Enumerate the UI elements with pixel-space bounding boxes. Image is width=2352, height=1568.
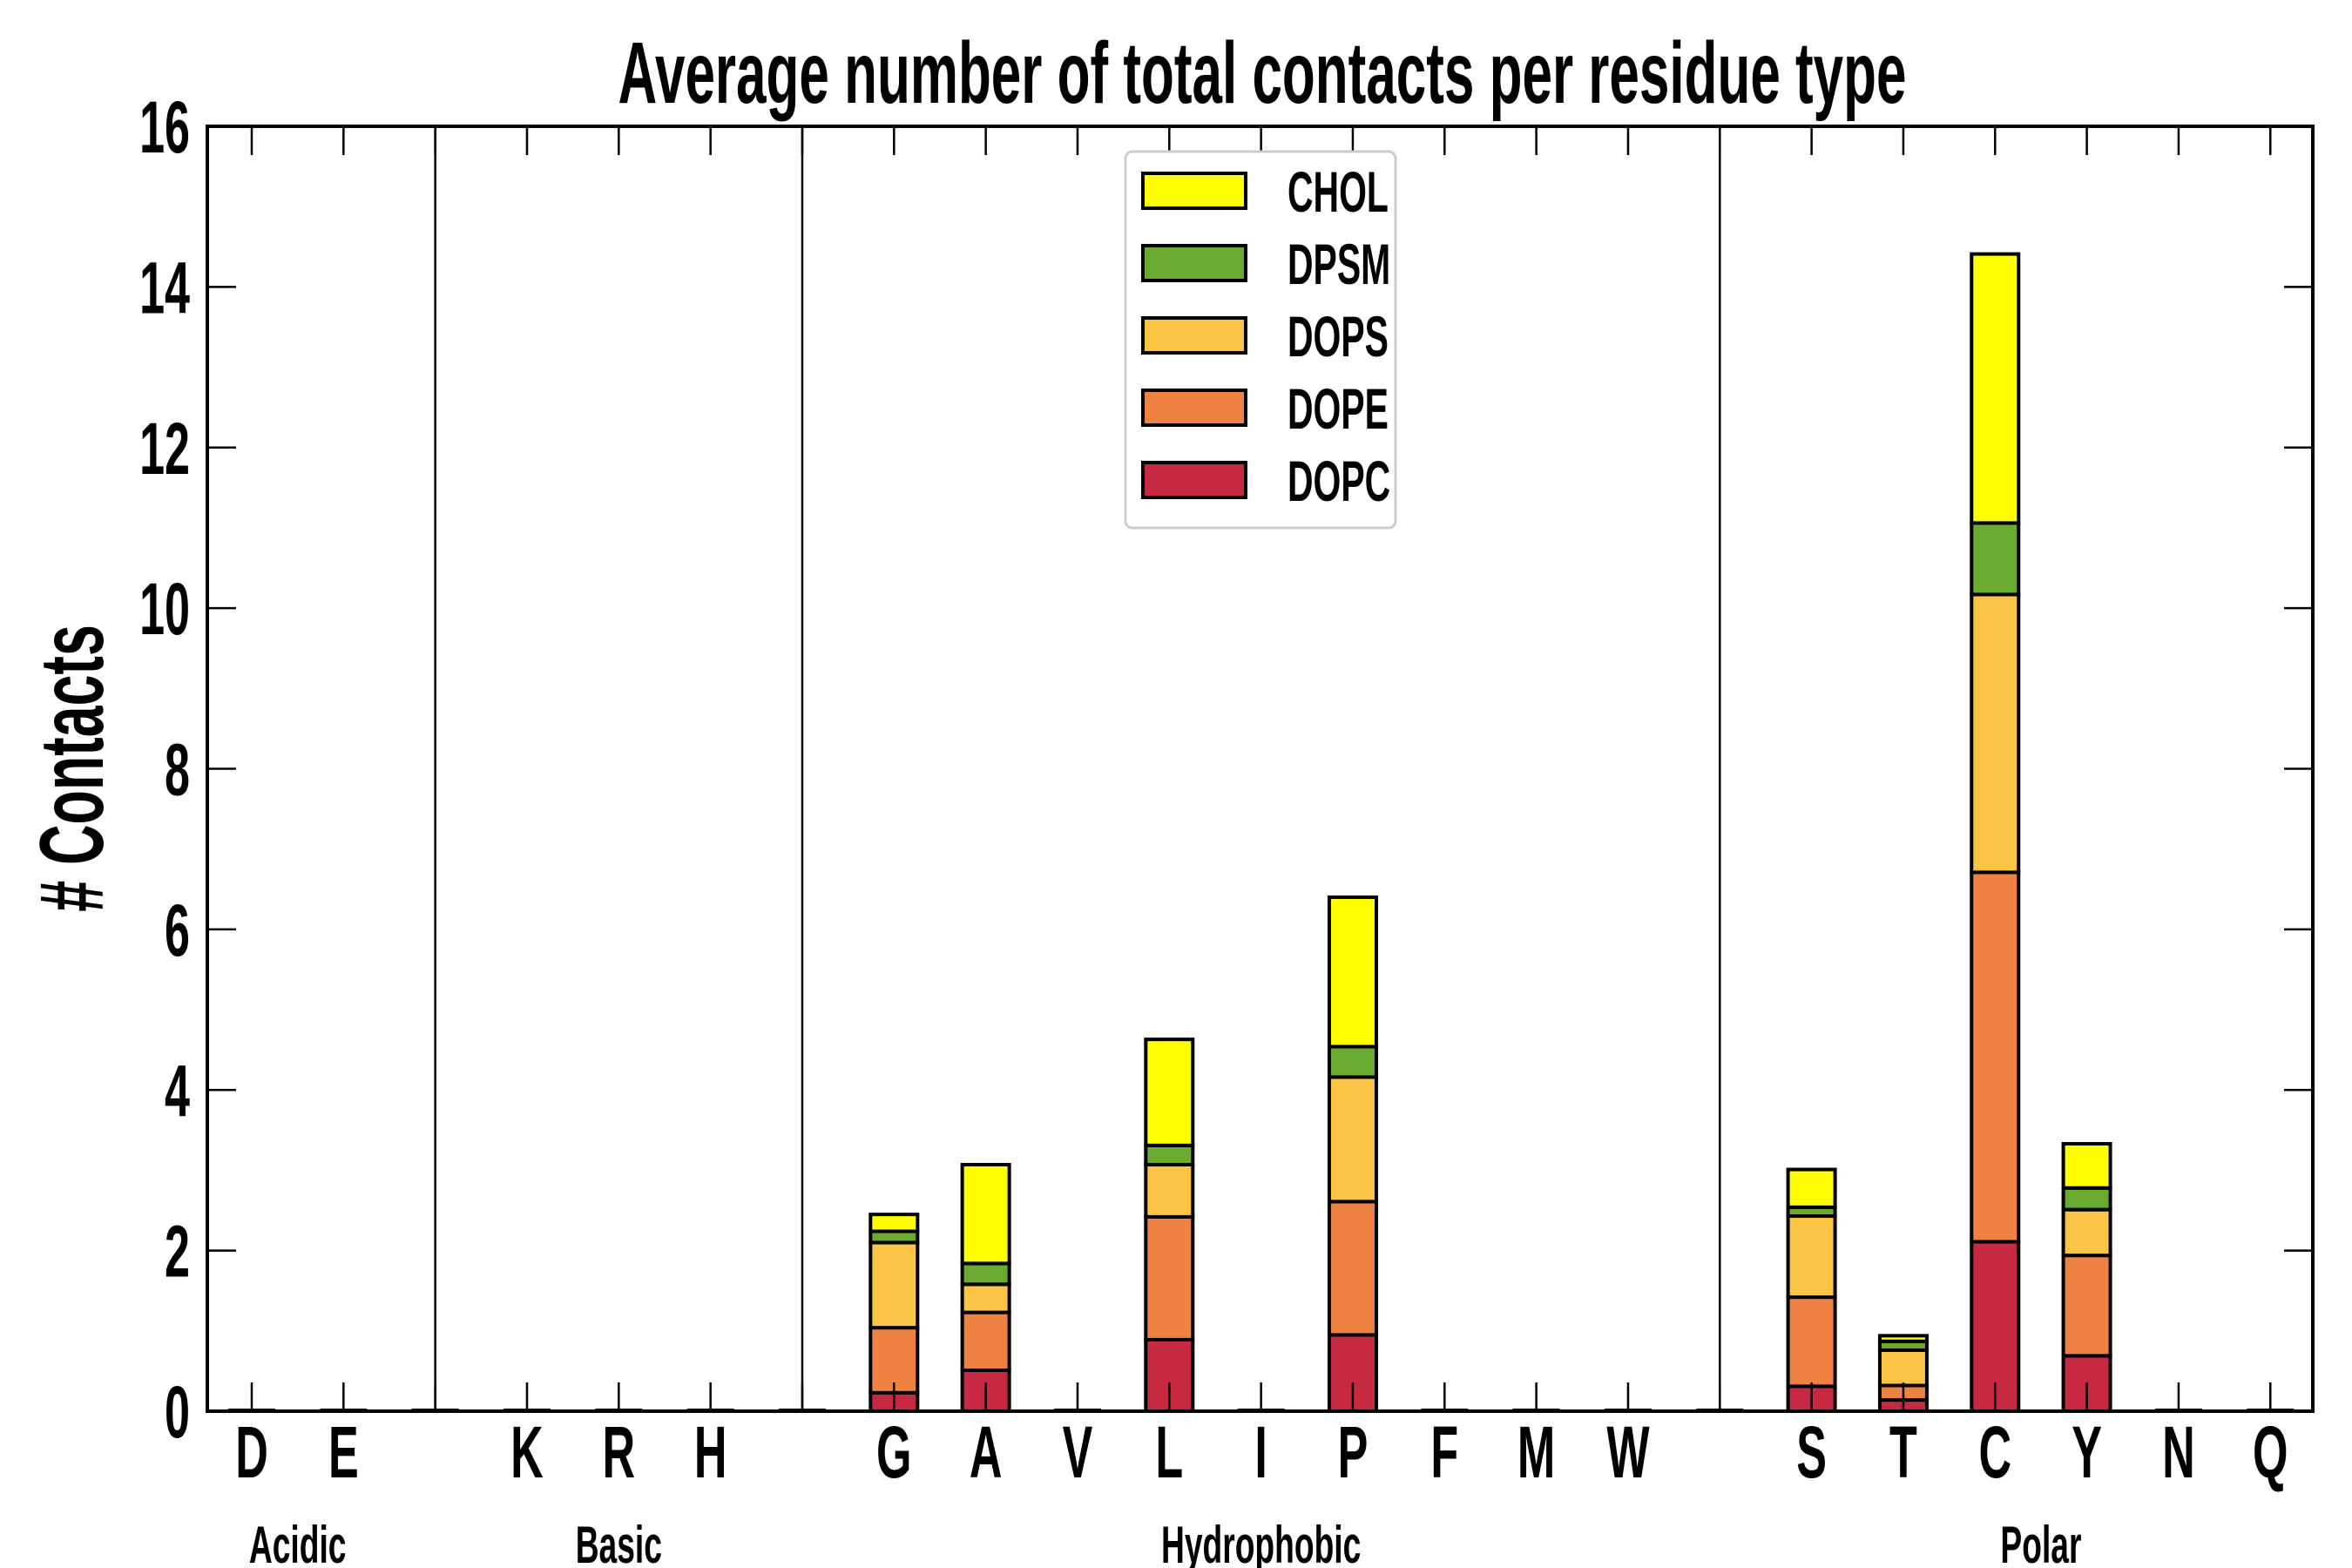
legend: CHOL DPSM DOPS DOPE DOPC xyxy=(1124,150,1397,530)
x-tick-label: D xyxy=(235,1411,268,1493)
bar-segment-chol xyxy=(1970,252,2021,525)
y-axis-label: # Contacts xyxy=(22,625,122,912)
bar-segment-dops xyxy=(1970,592,2021,875)
bar-segment-dops xyxy=(868,1240,920,1330)
bar-segment-chol xyxy=(960,1162,1011,1266)
legend-label-dpsm: DPSM xyxy=(1288,232,1390,297)
bar-segment-dope xyxy=(1327,1200,1378,1337)
x-tick-label: A xyxy=(970,1411,1003,1493)
group-label: Polar xyxy=(2000,1516,2081,1568)
y-tick-label: 14 xyxy=(139,247,190,329)
x-tick-label: W xyxy=(1606,1411,1649,1493)
x-tick-label: T xyxy=(1889,1411,1917,1493)
x-tick-label: M xyxy=(1517,1411,1555,1493)
y-tick-label: 8 xyxy=(165,729,190,811)
legend-label-dope: DOPE xyxy=(1288,376,1389,442)
bar-segment-chol xyxy=(868,1213,920,1233)
x-tick-label: C xyxy=(1978,1411,2011,1493)
bar-segment-dops xyxy=(960,1282,1011,1315)
bar-segment-chol xyxy=(1877,1334,1929,1343)
bar-segment-dops xyxy=(1786,1213,1837,1300)
x-tick-label: S xyxy=(1796,1411,1827,1493)
bar-segment-dope xyxy=(2061,1254,2112,1358)
x-tick-label: N xyxy=(2162,1411,2195,1493)
x-tick-label: G xyxy=(876,1411,912,1493)
legend-label-dopc: DOPC xyxy=(1288,449,1390,514)
legend-swatch-dopc xyxy=(1141,461,1247,499)
legend-swatch-chol xyxy=(1141,172,1247,210)
bar-segment-dops xyxy=(1877,1348,1929,1388)
plot-area: D E K R H G A V L I P F M W S T C Y N Q 0 2 4 6 8 10 12 14 16 Acidic B… xyxy=(139,86,2315,1568)
bar-segment-dops xyxy=(1144,1162,1195,1219)
bar-segment-dope xyxy=(960,1310,1011,1372)
legend-label-dops: DOPS xyxy=(1288,304,1389,369)
bar-segment-dpsm xyxy=(1327,1044,1378,1079)
bar-segment-dops xyxy=(2061,1207,2112,1258)
group-label: Acidic xyxy=(249,1516,347,1568)
bar-segment-dope xyxy=(1970,870,2021,1244)
x-tick-label: Q xyxy=(2253,1411,2288,1493)
legend-swatch-dops xyxy=(1141,316,1247,355)
x-tick-label: E xyxy=(328,1411,359,1493)
x-tick-label: P xyxy=(1338,1411,1369,1493)
bar-segment-dpsm xyxy=(2061,1186,2112,1212)
bar-segment-chol xyxy=(1786,1167,1837,1209)
x-tick-label: Y xyxy=(2072,1411,2102,1493)
chart-title: Average number of total contacts per res… xyxy=(618,24,1907,122)
bar-segment-dpsm xyxy=(1970,521,2021,597)
y-tick-label: 16 xyxy=(139,86,190,168)
x-tick-label: I xyxy=(1254,1411,1267,1493)
y-tick-label: 4 xyxy=(165,1051,190,1132)
bar-segment-chol xyxy=(1327,896,1378,1049)
bar-segment-dpsm xyxy=(1144,1143,1195,1166)
x-tick-label: R xyxy=(603,1411,636,1493)
x-tick-label: L xyxy=(1155,1411,1183,1493)
legend-swatch-dope xyxy=(1141,389,1247,427)
bar-segment-dope xyxy=(1786,1295,1837,1389)
x-tick-label: K xyxy=(510,1411,544,1493)
legend-swatch-dpsm xyxy=(1141,244,1247,282)
y-tick-label: 6 xyxy=(165,889,190,971)
x-tick-label: V xyxy=(1063,1411,1093,1493)
bar-segment-dpsm xyxy=(960,1261,1011,1287)
y-tick-label: 10 xyxy=(139,568,190,650)
bar-segment-dope xyxy=(1144,1214,1195,1342)
bar-segment-chol xyxy=(1144,1037,1195,1147)
x-tick-label: H xyxy=(694,1411,727,1493)
bar-segment-chol xyxy=(2061,1142,2112,1190)
bar-segment-dops xyxy=(1327,1075,1378,1204)
y-tick-label: 2 xyxy=(165,1211,190,1293)
y-tick-label: 0 xyxy=(165,1371,190,1453)
group-label: Hydrophobic xyxy=(1161,1516,1361,1568)
y-tick-label: 12 xyxy=(139,408,190,490)
bar-segment-dope xyxy=(868,1326,920,1395)
group-label: Basic xyxy=(576,1516,662,1568)
legend-label-chol: CHOL xyxy=(1288,159,1389,225)
x-tick-label: F xyxy=(1430,1411,1458,1493)
